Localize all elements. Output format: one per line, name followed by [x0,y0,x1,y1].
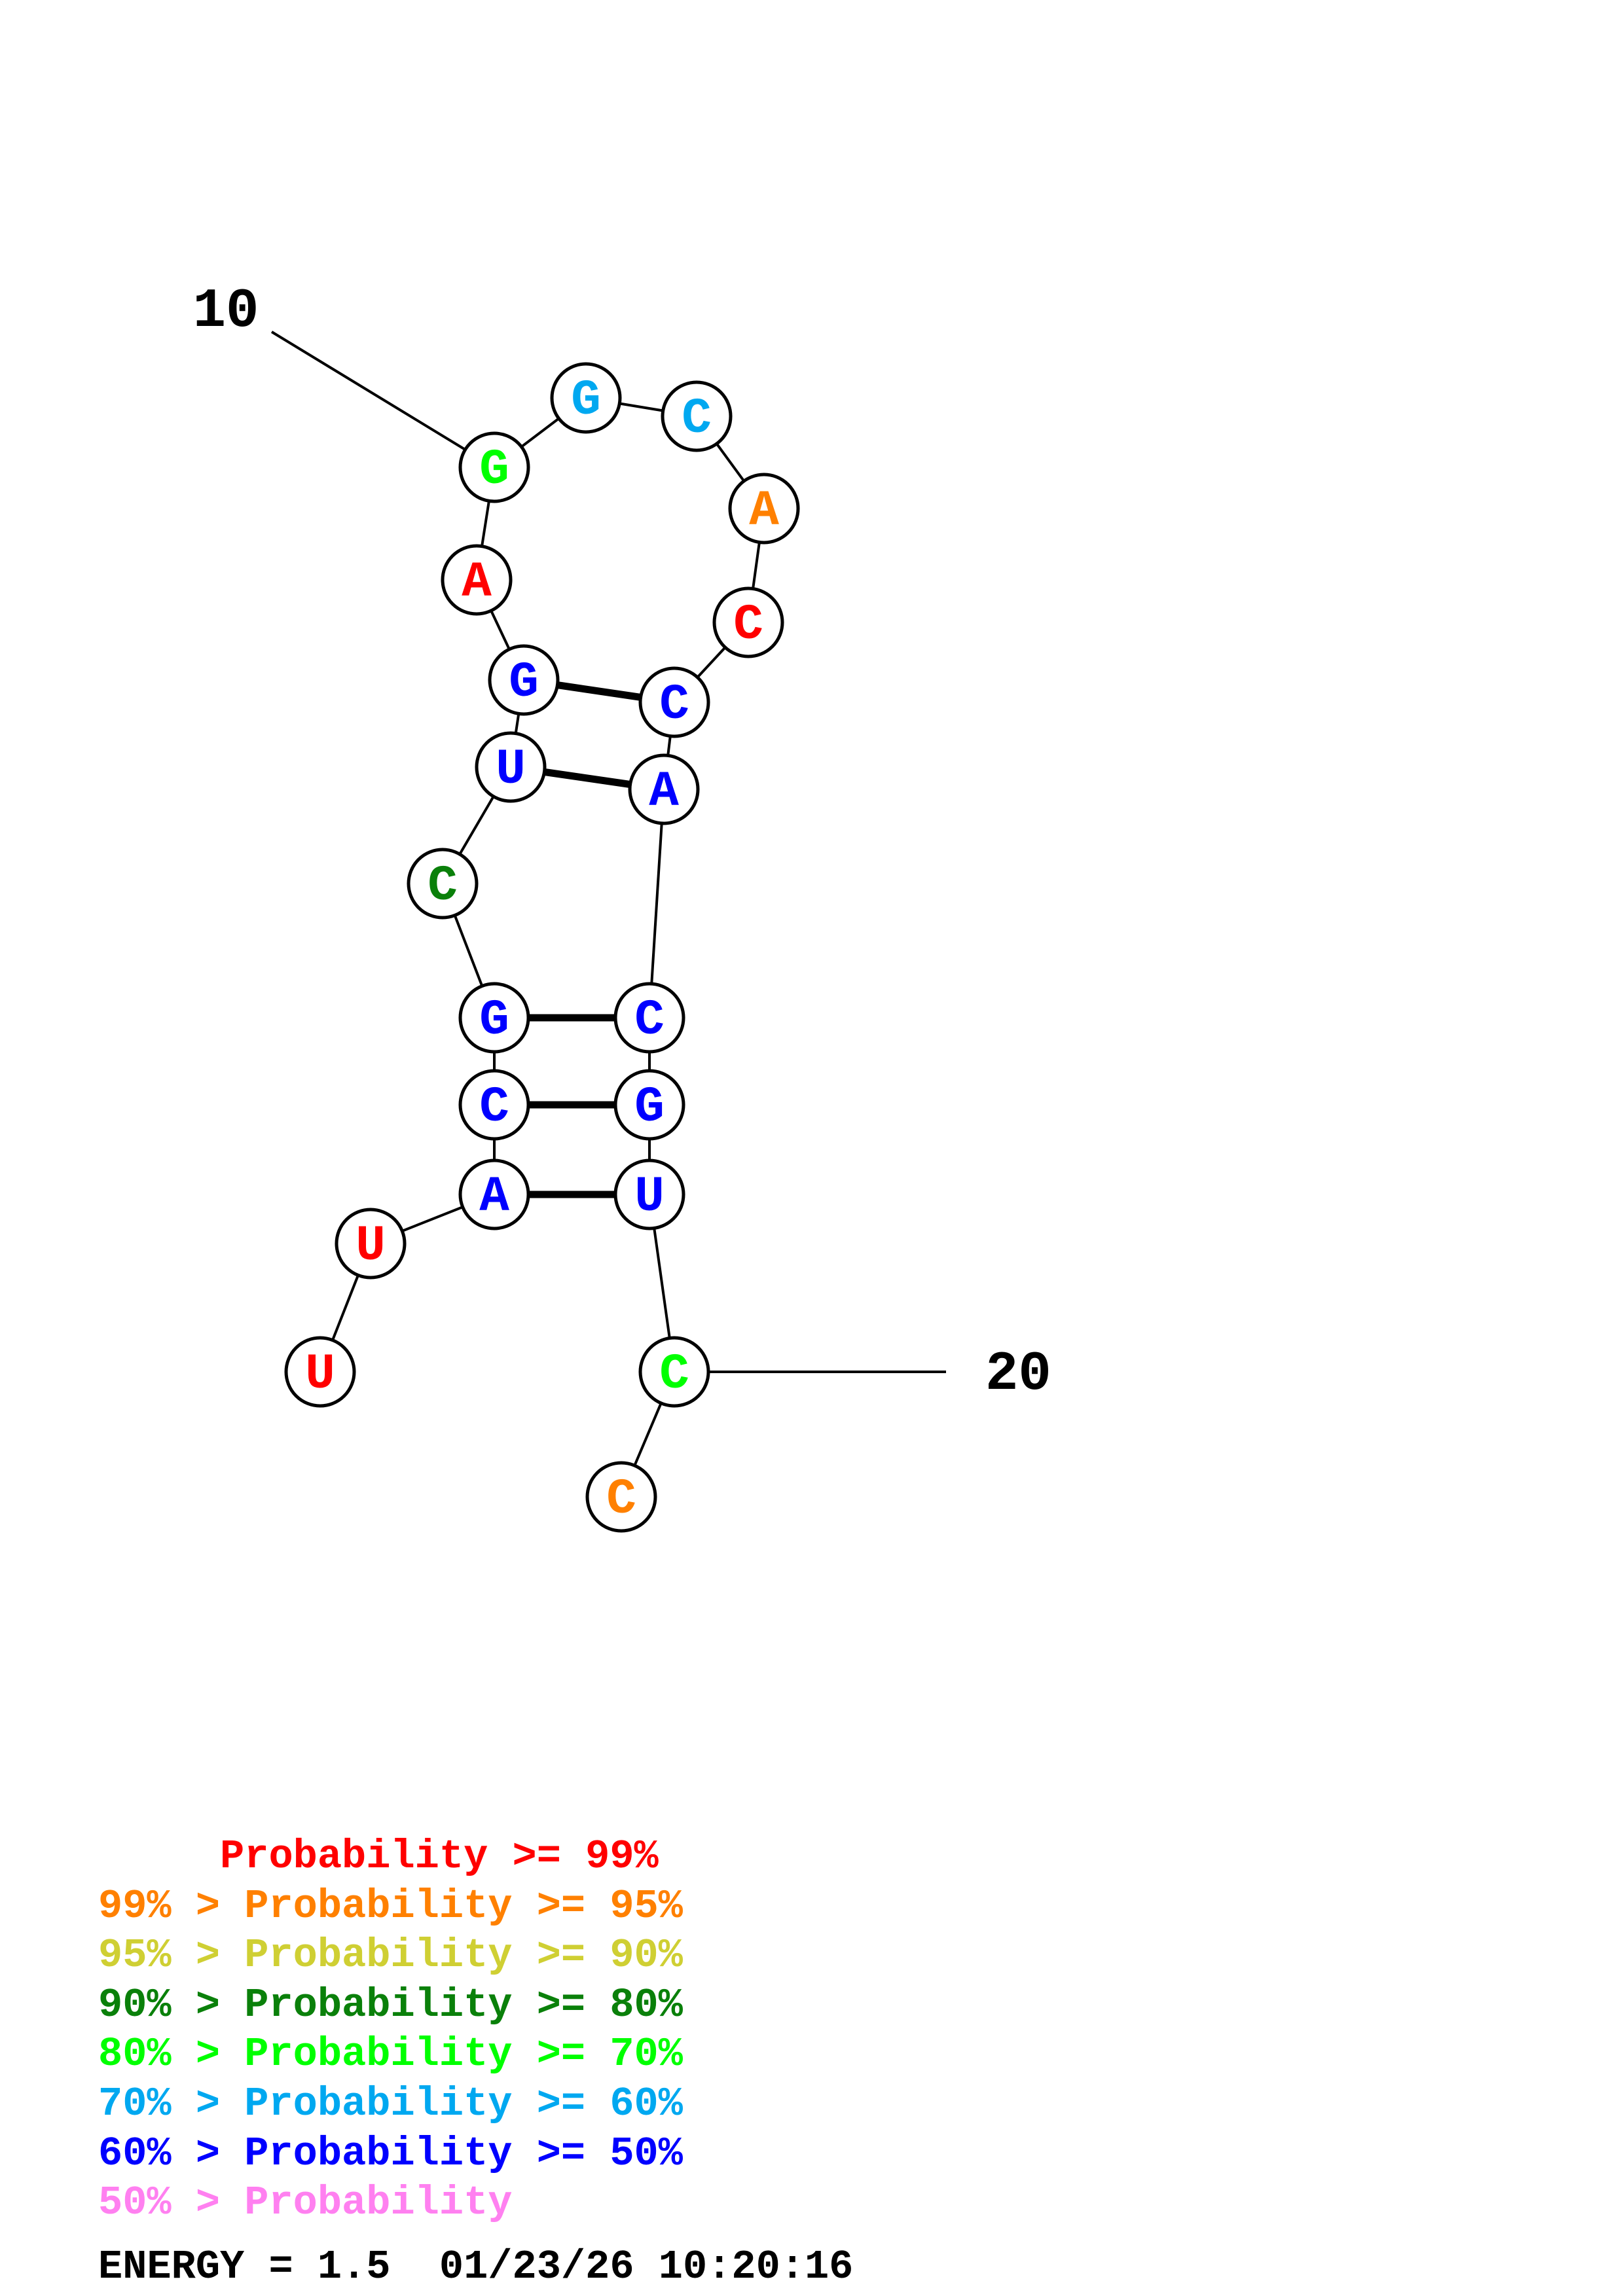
nucleotide: G [488,644,560,716]
legend-line-1: Probability >= 99% [98,1833,659,1880]
nucleotide-letter: C [733,597,763,653]
nucleotide: U [613,1158,685,1230]
nucleotide: U [475,731,547,803]
nucleotide-letter: G [479,992,509,1049]
position-labels: 10 20 [193,281,1051,1406]
nucleotide-circle [628,753,700,825]
legend-line-4: 90% > Probability >= 80% [98,1982,684,2028]
nucleotide: C [661,380,733,452]
nucleotide-circle [488,644,560,716]
nucleotide-circle [638,666,710,738]
nucleotide-circle [613,1158,685,1230]
nucleotide: G [613,1069,685,1141]
nucleotide-letter: C [634,992,665,1049]
nucleotide-circle [458,1158,530,1230]
nucleotide-letter: U [496,742,526,798]
nucleotide-letter: A [462,554,492,611]
legend-line-6: 70% > Probability >= 60% [98,2081,684,2127]
nucleotide-letter: G [479,442,509,498]
nucleotide-letter: A [649,764,679,820]
nucleotide-circle [458,1069,530,1141]
nucleotide: A [728,473,800,545]
nucleotide-circle [728,473,800,545]
legend-line-2: 99% > Probability >= 95% [98,1883,684,1929]
nucleotide-circle [475,731,547,803]
legend-line-3: 95% > Probability >= 90% [98,1932,684,1979]
nucleotide: U [335,1208,407,1280]
legend-line-5: 80% > Probability >= 70% [98,2031,684,2077]
probability-legend: Probability >= 99% 99% > Probability >= … [98,1833,684,2226]
nucleotide: U [284,1336,356,1408]
nucleotide: G [458,431,530,503]
nucleotide-letter: U [356,1218,386,1274]
nucleotide: G [458,982,530,1054]
legend-line-7: 60% > Probability >= 50% [98,2130,684,2177]
backbone-lines [319,397,765,1498]
nucleotide-circle [458,431,530,503]
nucleotide-circle [284,1336,356,1408]
nucleotide-letter: G [509,655,539,711]
nucleotide: A [458,1158,530,1230]
nucleotide: A [441,544,513,616]
nucleotide: C [585,1461,657,1533]
nucleotide-letter: C [659,1346,689,1403]
nucleotide-letter: C [606,1471,636,1528]
position-label: 10 [193,281,259,343]
nucleotide-circle [712,586,784,658]
nucleotide-circle [407,848,479,920]
nucleotide: G [550,362,622,434]
nucleotide-letter: A [479,1169,509,1225]
position-label-line [270,331,496,469]
nucleotide: C [638,1336,710,1408]
backbone-line [648,789,665,1018]
nucleotide-letter: C [659,677,689,733]
nucleotide-circle [550,362,622,434]
nucleotide-letter: A [749,483,779,539]
nucleotide-letter: G [571,372,601,429]
nucleotide-letter: C [682,391,712,447]
nucleotide: C [407,848,479,920]
nucleotide-circle [585,1461,657,1533]
legend-line-8: 50% > Probability [98,2179,513,2226]
nucleotide-letter: C [428,858,458,914]
position-label: 20 [985,1344,1051,1406]
nucleotide-letter: U [305,1346,335,1403]
nucleotide: A [628,753,700,825]
nucleotide-letter: U [634,1169,665,1225]
energy-timestamp: ENERGY = 1.5 01/23/26 10:20:16 [98,2244,853,2290]
nucleotide-circle [613,982,685,1054]
nucleotide-circle [661,380,733,452]
nucleotide-letter: G [634,1079,665,1136]
nucleotide-circle [458,982,530,1054]
nucleotide: C [712,586,784,658]
nucleotide-letter: C [479,1079,509,1136]
nucleotide-circle [613,1069,685,1141]
nucleotide-circle [335,1208,407,1280]
nucleotide: C [638,666,710,738]
nucleotide-circle [441,544,513,616]
nucleotide-circle [638,1336,710,1408]
nucleotide: C [613,982,685,1054]
nucleotide: C [458,1069,530,1141]
